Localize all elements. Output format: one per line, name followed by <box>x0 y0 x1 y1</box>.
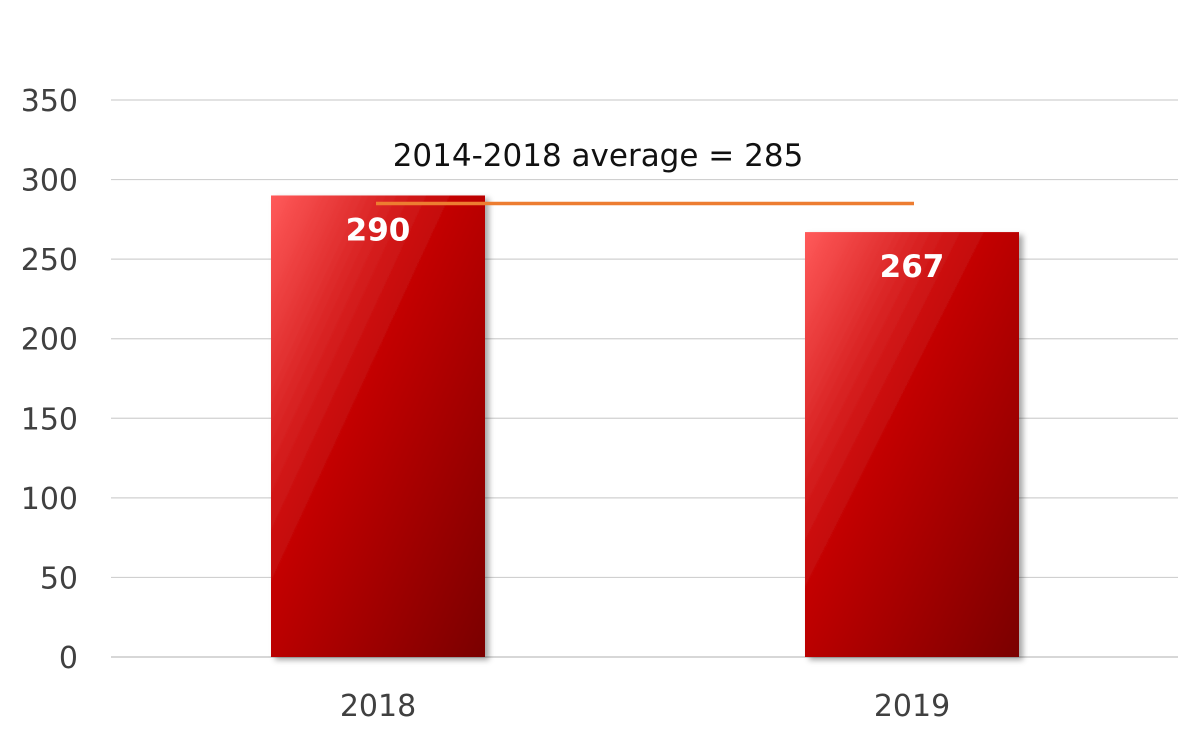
y-tick-label: 100 <box>21 482 78 517</box>
y-tick-label: 150 <box>21 402 78 437</box>
y-tick-label: 0 <box>59 641 78 676</box>
y-tick-label: 50 <box>40 561 78 596</box>
average-reference-label: 2014-2018 average = 285 <box>393 138 804 174</box>
bars <box>271 195 1019 658</box>
data-label-2019: 267 <box>880 249 945 285</box>
bar-2019 <box>805 232 1019 658</box>
y-tick-label: 350 <box>21 84 78 119</box>
data-label-2018: 290 <box>346 212 411 248</box>
y-tick-label: 200 <box>21 323 78 358</box>
y-tick-label: 300 <box>21 164 78 199</box>
x-tick-label-2018: 2018 <box>340 689 416 724</box>
data-labels: 290 267 <box>346 212 945 285</box>
y-axis-tick-labels: 0 50 100 150 200 250 300 350 <box>21 84 78 676</box>
reference-line-group: 2014-2018 average = 285 <box>376 138 914 206</box>
x-axis-category-labels: 2018 2019 <box>340 689 950 724</box>
x-tick-label-2019: 2019 <box>874 689 950 724</box>
y-tick-label: 250 <box>21 243 78 278</box>
bar-2018 <box>271 195 485 657</box>
